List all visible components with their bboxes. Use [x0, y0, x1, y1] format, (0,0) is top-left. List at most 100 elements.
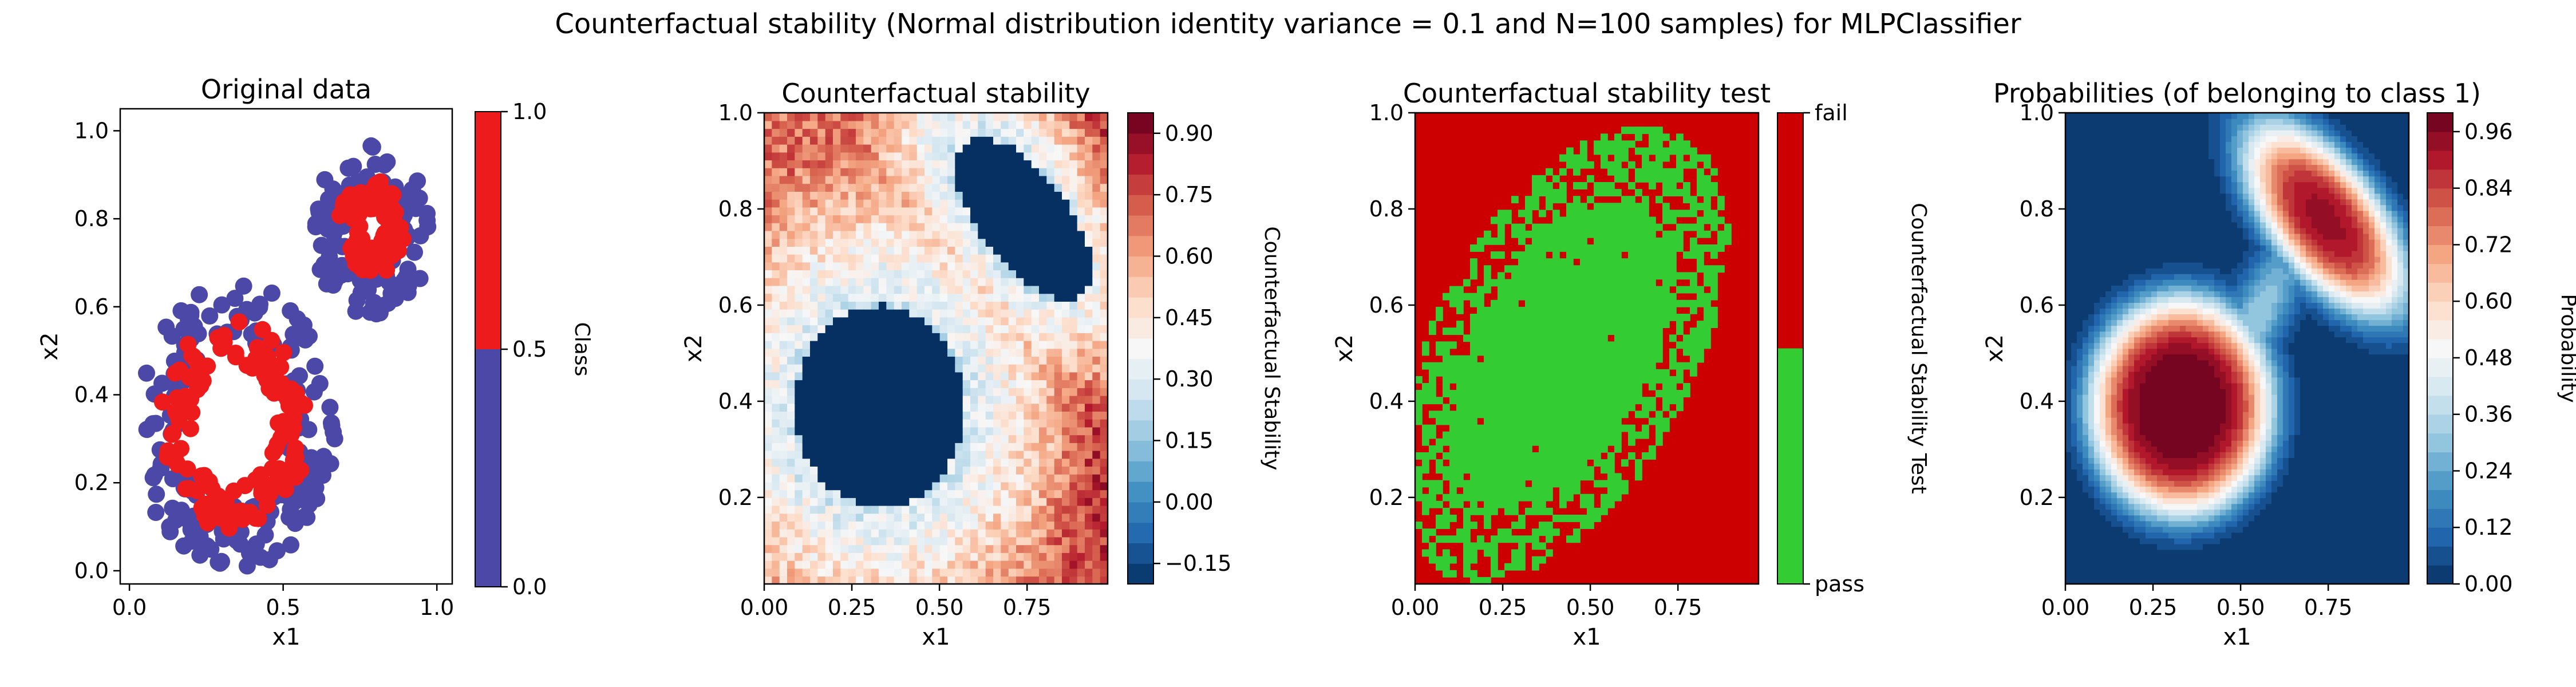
- pass-cell: [1642, 410, 1649, 418]
- pass-cell: [1504, 321, 1512, 328]
- heatmap-cell: [856, 576, 864, 584]
- pass-cell: [1601, 334, 1608, 342]
- heatmap-cell: [1062, 325, 1070, 333]
- pass-cell: [1491, 459, 1498, 467]
- heatmap-cell: [840, 411, 849, 420]
- heatmap-cell: [985, 230, 994, 239]
- heatmap-cell: [1069, 293, 1078, 302]
- pass-cell: [1669, 189, 1677, 196]
- pass-cell: [1614, 189, 1622, 196]
- heatmap-cell: [1077, 474, 1085, 483]
- pass-cell: [1539, 404, 1546, 412]
- heatmap-cell: [825, 450, 833, 459]
- pass-cell: [1601, 493, 1608, 502]
- class-0-point: [321, 398, 339, 416]
- heatmap-cell: [955, 309, 963, 318]
- pass-cell: [1587, 341, 1594, 349]
- pass-cell: [1484, 272, 1491, 280]
- pass-cell: [1532, 535, 1539, 543]
- heatmap-cell: [871, 254, 879, 263]
- pass-cell: [1498, 293, 1505, 301]
- heatmap-cell: [848, 309, 856, 318]
- heatmap-cell: [825, 560, 833, 569]
- heatmap-cell: [1008, 372, 1017, 381]
- heatmap-cell: [985, 325, 994, 333]
- heatmap-cell: [916, 364, 925, 373]
- heatmap-cell: [932, 505, 941, 514]
- pass-cell: [1498, 466, 1505, 474]
- heatmap-cell: [916, 144, 925, 153]
- pass-cell: [1628, 140, 1635, 148]
- heatmap-cell: [902, 466, 910, 475]
- pass-cell: [1559, 279, 1567, 287]
- pass-cell: [1607, 438, 1615, 446]
- pass-cell: [1662, 417, 1670, 425]
- heatmap-cell: [772, 152, 780, 161]
- pass-cell: [1594, 244, 1601, 252]
- heatmap-cell: [863, 285, 872, 294]
- heatmap-cell: [970, 489, 979, 498]
- heatmap-cell: [787, 466, 796, 475]
- heatmap-cell: [1054, 372, 1062, 381]
- heatmap-cell: [879, 458, 887, 467]
- heatmap-cell: [810, 395, 819, 404]
- heatmap-cell: [970, 443, 979, 451]
- colorbar-level: [1128, 153, 1153, 175]
- heatmap-cell: [772, 175, 780, 184]
- pass-cell: [1573, 314, 1581, 321]
- heatmap-cell: [1016, 466, 1025, 475]
- pass-cell: [1573, 431, 1581, 439]
- heatmap-cell: [764, 183, 773, 192]
- pass-cell: [1621, 404, 1629, 412]
- heatmap-cell: [916, 427, 925, 436]
- pass-cell: [1635, 306, 1642, 314]
- heatmap-cell: [1062, 380, 1070, 388]
- pass-cell: [1601, 383, 1608, 390]
- heatmap-cell: [1046, 113, 1055, 121]
- pass-cell: [1594, 216, 1601, 224]
- pass-cell: [1587, 452, 1594, 460]
- heatmap-cell: [817, 536, 826, 546]
- heatmap-cell: [902, 278, 910, 286]
- heatmap-cell: [764, 301, 773, 310]
- heatmap-cell: [1001, 215, 1009, 223]
- pass-cell: [1635, 168, 1642, 176]
- pass-cell: [1614, 286, 1622, 294]
- y-tick-label: 0.8: [1369, 196, 1404, 222]
- heatmap-cell: [825, 458, 833, 467]
- heatmap-cell: [825, 285, 833, 294]
- pass-cell: [1546, 244, 1553, 252]
- heatmap-cell: [1031, 505, 1040, 514]
- heatmap-cell: [1039, 568, 1048, 577]
- heatmap-cell: [856, 489, 864, 498]
- class-0-point: [406, 243, 423, 261]
- x-tick-label: 0.75: [1003, 595, 1052, 620]
- heatmap-cell: [894, 568, 902, 577]
- pass-cell: [1525, 487, 1532, 495]
- heatmap-cell: [795, 536, 803, 546]
- heatmap-cell: [1085, 160, 1093, 168]
- heatmap-cell: [1062, 183, 1070, 192]
- class-0-point: [412, 227, 429, 244]
- y-axis-label: x2: [37, 332, 63, 360]
- pass-cell: [1552, 348, 1560, 356]
- heatmap-cell: [1077, 183, 1085, 192]
- heatmap-cell: [779, 160, 788, 168]
- heatmap-cell: [916, 333, 925, 341]
- pass-cell: [1690, 203, 1697, 211]
- colorbar-tick-label: 0.0: [512, 574, 547, 599]
- pass-cell: [1573, 341, 1581, 349]
- heatmap-cell: [993, 230, 1002, 239]
- pass-cell: [1532, 272, 1539, 280]
- pass-cell: [1477, 487, 1484, 495]
- pass-cell: [1559, 424, 1567, 432]
- heatmap-cell: [764, 443, 773, 451]
- heatmap-cell: [993, 568, 1002, 577]
- pass-cell: [1484, 487, 1491, 495]
- pass-cell: [1463, 556, 1471, 564]
- pass-cell: [1587, 417, 1594, 425]
- heatmap-cell: [848, 576, 856, 584]
- heatmap-cell: [1085, 309, 1093, 318]
- pass-cell: [1470, 362, 1477, 370]
- pass-cell: [1628, 452, 1635, 460]
